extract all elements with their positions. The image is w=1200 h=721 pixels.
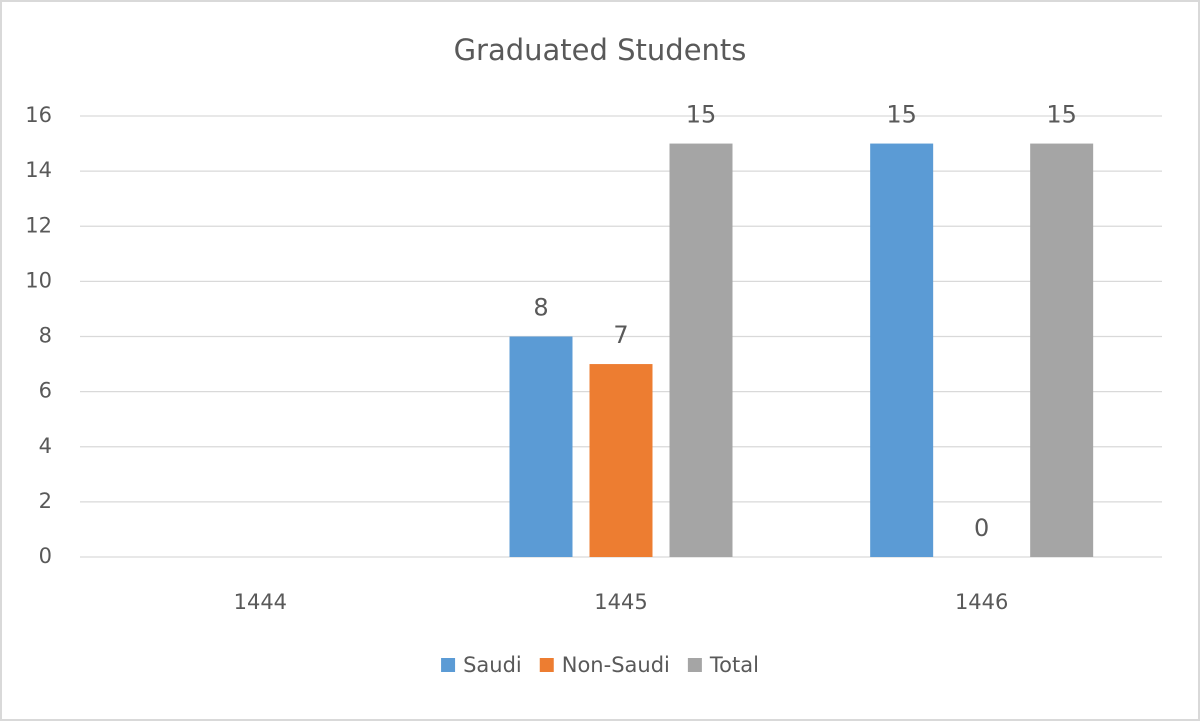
bar: [589, 364, 653, 557]
data-label: 7: [613, 321, 628, 349]
x-tick-label: 1444: [234, 590, 287, 614]
y-tick-label: 12: [25, 213, 52, 237]
x-tick-label: 1445: [594, 590, 647, 614]
y-tick-label: 14: [25, 158, 52, 182]
legend-swatch: [539, 658, 554, 672]
legend-label: Total: [709, 653, 759, 677]
y-tick-label: 8: [39, 324, 52, 348]
y-tick-label: 16: [25, 103, 52, 127]
legend-swatch: [687, 658, 702, 672]
y-tick-label: 6: [39, 379, 52, 403]
legend-label: Saudi: [463, 653, 522, 677]
bar: [669, 143, 733, 557]
x-tick-label: 1446: [955, 590, 1008, 614]
data-label: 0: [974, 514, 989, 542]
bar: [509, 336, 573, 557]
y-tick-label: 0: [39, 544, 52, 568]
data-label: 8: [533, 294, 548, 322]
y-tick-label: 10: [25, 268, 52, 292]
legend-swatch: [441, 658, 456, 672]
y-tick-label: 4: [39, 434, 52, 458]
legend-label: Non-Saudi: [562, 653, 670, 677]
y-tick-label: 2: [39, 489, 52, 513]
data-label: 15: [1046, 101, 1077, 129]
bar: [1030, 143, 1094, 557]
data-label: 15: [686, 101, 717, 129]
chart-title: Graduated Students: [454, 33, 747, 67]
data-label: 15: [886, 101, 917, 129]
bar: [870, 143, 934, 557]
